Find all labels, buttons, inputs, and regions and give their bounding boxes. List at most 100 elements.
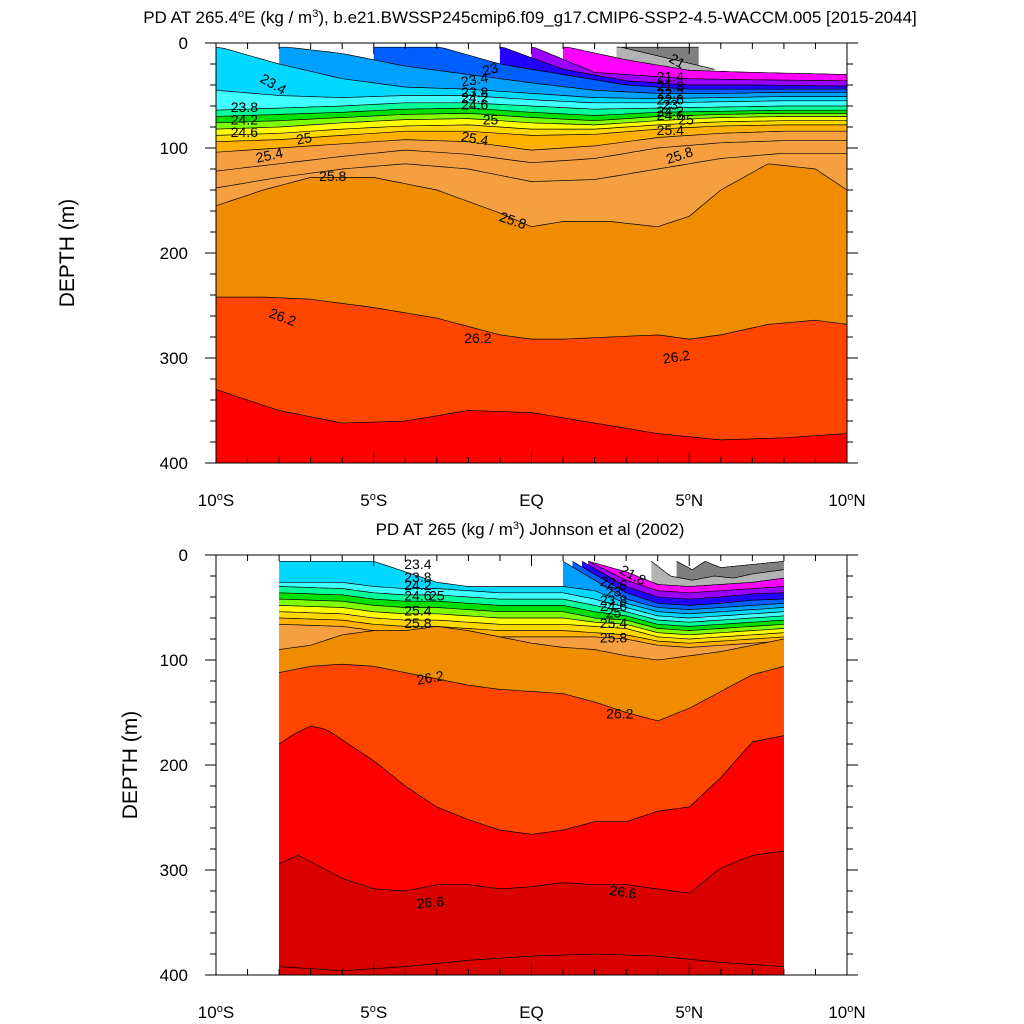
contour-label: 23 [481, 59, 500, 79]
contour-label: 23.8 [600, 592, 627, 608]
contour-label: 25 [678, 111, 694, 127]
contour-label: 22.6 [657, 92, 684, 108]
contour-line [279, 611, 784, 640]
panel-title: PD AT 265.4oE (kg / m3), b.e21.BWSSP245c… [143, 8, 917, 27]
contour-label: 25 [295, 129, 313, 147]
contour-label: 25 [606, 605, 622, 621]
contour-line [279, 46, 847, 94]
contour-label: 25.8 [600, 630, 627, 646]
contour-label: 26.6 [609, 882, 638, 902]
contour-label: 21.8 [657, 78, 684, 94]
x-tick-label: 5oS [360, 491, 387, 510]
contour-label: 23.4 [460, 69, 490, 90]
contour-label: 24.2 [231, 111, 258, 127]
contour-line [278, 725, 784, 835]
bottom-contour-panel: PD AT 265 (kg / m3) Johnson et al (2002)… [119, 520, 866, 1022]
contour-label: 26.2 [662, 347, 691, 367]
y-tick-label: 300 [160, 349, 188, 368]
panel-title: PD AT 265 (kg / m3) Johnson et al (2002) [376, 520, 685, 539]
contour-label: 25 [429, 588, 445, 604]
y-tick-label: 0 [179, 34, 188, 53]
y-tick-label: 400 [160, 454, 188, 473]
plot-area: 23.423.824.224.6 2525.425.82323.423.824.2… [160, 34, 866, 510]
x-tick-label: 10oN [828, 1003, 865, 1022]
y-tick-label: 200 [160, 244, 188, 263]
contour-line [651, 561, 784, 581]
contour-label: 23.8 [231, 99, 258, 115]
y-tick-label: 100 [160, 139, 188, 158]
contour-label: 25.8 [404, 615, 431, 631]
y-axis-label: DEPTH (m) [119, 711, 142, 820]
contour-label: 25 [483, 111, 499, 127]
x-tick-label: 5oS [360, 1003, 387, 1022]
contour-label: 23.8 [461, 84, 488, 100]
contour-label: 24.2 [461, 89, 488, 105]
y-tick-label: 400 [160, 966, 188, 985]
contour-line [279, 953, 784, 972]
contour-label: 23.4 [404, 556, 431, 572]
contour-label: 24.2 [404, 577, 431, 593]
contour-fill-band [216, 297, 847, 463]
contour-label: 25.4 [657, 122, 684, 138]
contour-line [215, 120, 847, 136]
x-tick-label: 10oS [198, 1003, 234, 1022]
contour-line [279, 592, 784, 627]
y-tick-label: 200 [160, 756, 188, 775]
contour-label: 23 [606, 584, 622, 600]
contour-line [278, 850, 784, 894]
contour-line [279, 663, 784, 722]
contour-label: 24.2 [657, 103, 684, 119]
contour-line [215, 46, 847, 100]
contour-line [588, 560, 784, 587]
contour-line [676, 560, 784, 570]
contour-label: 26.2 [415, 667, 445, 688]
contour-label: 21.4 [657, 68, 684, 84]
contour-label: 24.6 [461, 97, 488, 113]
contour-line [563, 46, 848, 75]
contour-label: 21 [667, 50, 689, 72]
top-contour-panel: PD AT 265.4oE (kg / m3), b.e21.BWSSP245c… [56, 8, 917, 510]
contour-line [215, 130, 847, 153]
contour-line [215, 389, 848, 441]
contour-label: 25.4 [460, 128, 490, 149]
contour-line [616, 46, 715, 70]
contour-label: 25.4 [600, 615, 627, 631]
contour-line [279, 598, 784, 631]
contour-label: 25.4 [254, 144, 284, 165]
contour-line [215, 116, 847, 130]
x-tick-label: EQ [519, 1003, 544, 1022]
contour-line [562, 561, 784, 610]
contour-label: 23.8 [404, 569, 431, 585]
contour-label: 26.2 [464, 330, 491, 346]
contour-label: 24.6 [657, 107, 684, 123]
contour-line [279, 605, 784, 636]
contour-line [215, 113, 847, 124]
contour-line [279, 581, 784, 619]
x-tick-label: 5oN [675, 1003, 703, 1022]
y-tick-label: 100 [160, 651, 188, 670]
contour-line [572, 560, 784, 606]
contour-line [215, 163, 848, 228]
contour-label: 22.2 [657, 85, 684, 101]
contour-line [279, 617, 784, 644]
contour-line [216, 296, 848, 340]
contour-line [373, 46, 847, 90]
contour-label: 25.4 [404, 602, 431, 618]
contour-line [279, 586, 784, 623]
contour-label: 22.6 [599, 573, 629, 594]
y-axis-label: DEPTH (m) [56, 199, 79, 308]
contour-line [531, 46, 847, 82]
contour-label: 23 [663, 97, 679, 113]
x-tick-label: 10oN [828, 491, 865, 510]
contour-line [581, 560, 784, 600]
contour-line [215, 152, 847, 189]
y-tick-label: 0 [179, 546, 188, 565]
contour-label: 24.6 [231, 124, 258, 140]
y-tick-label: 300 [160, 861, 188, 880]
x-tick-label: 10oS [198, 491, 234, 510]
plot-area: 23.423.824.224.62525.425.821.822.62323.8… [160, 546, 866, 1022]
contour-line [215, 140, 847, 172]
contour-label: 24.6 [600, 598, 627, 614]
contour-line [588, 560, 784, 594]
contour-label: 26.2 [606, 705, 633, 721]
